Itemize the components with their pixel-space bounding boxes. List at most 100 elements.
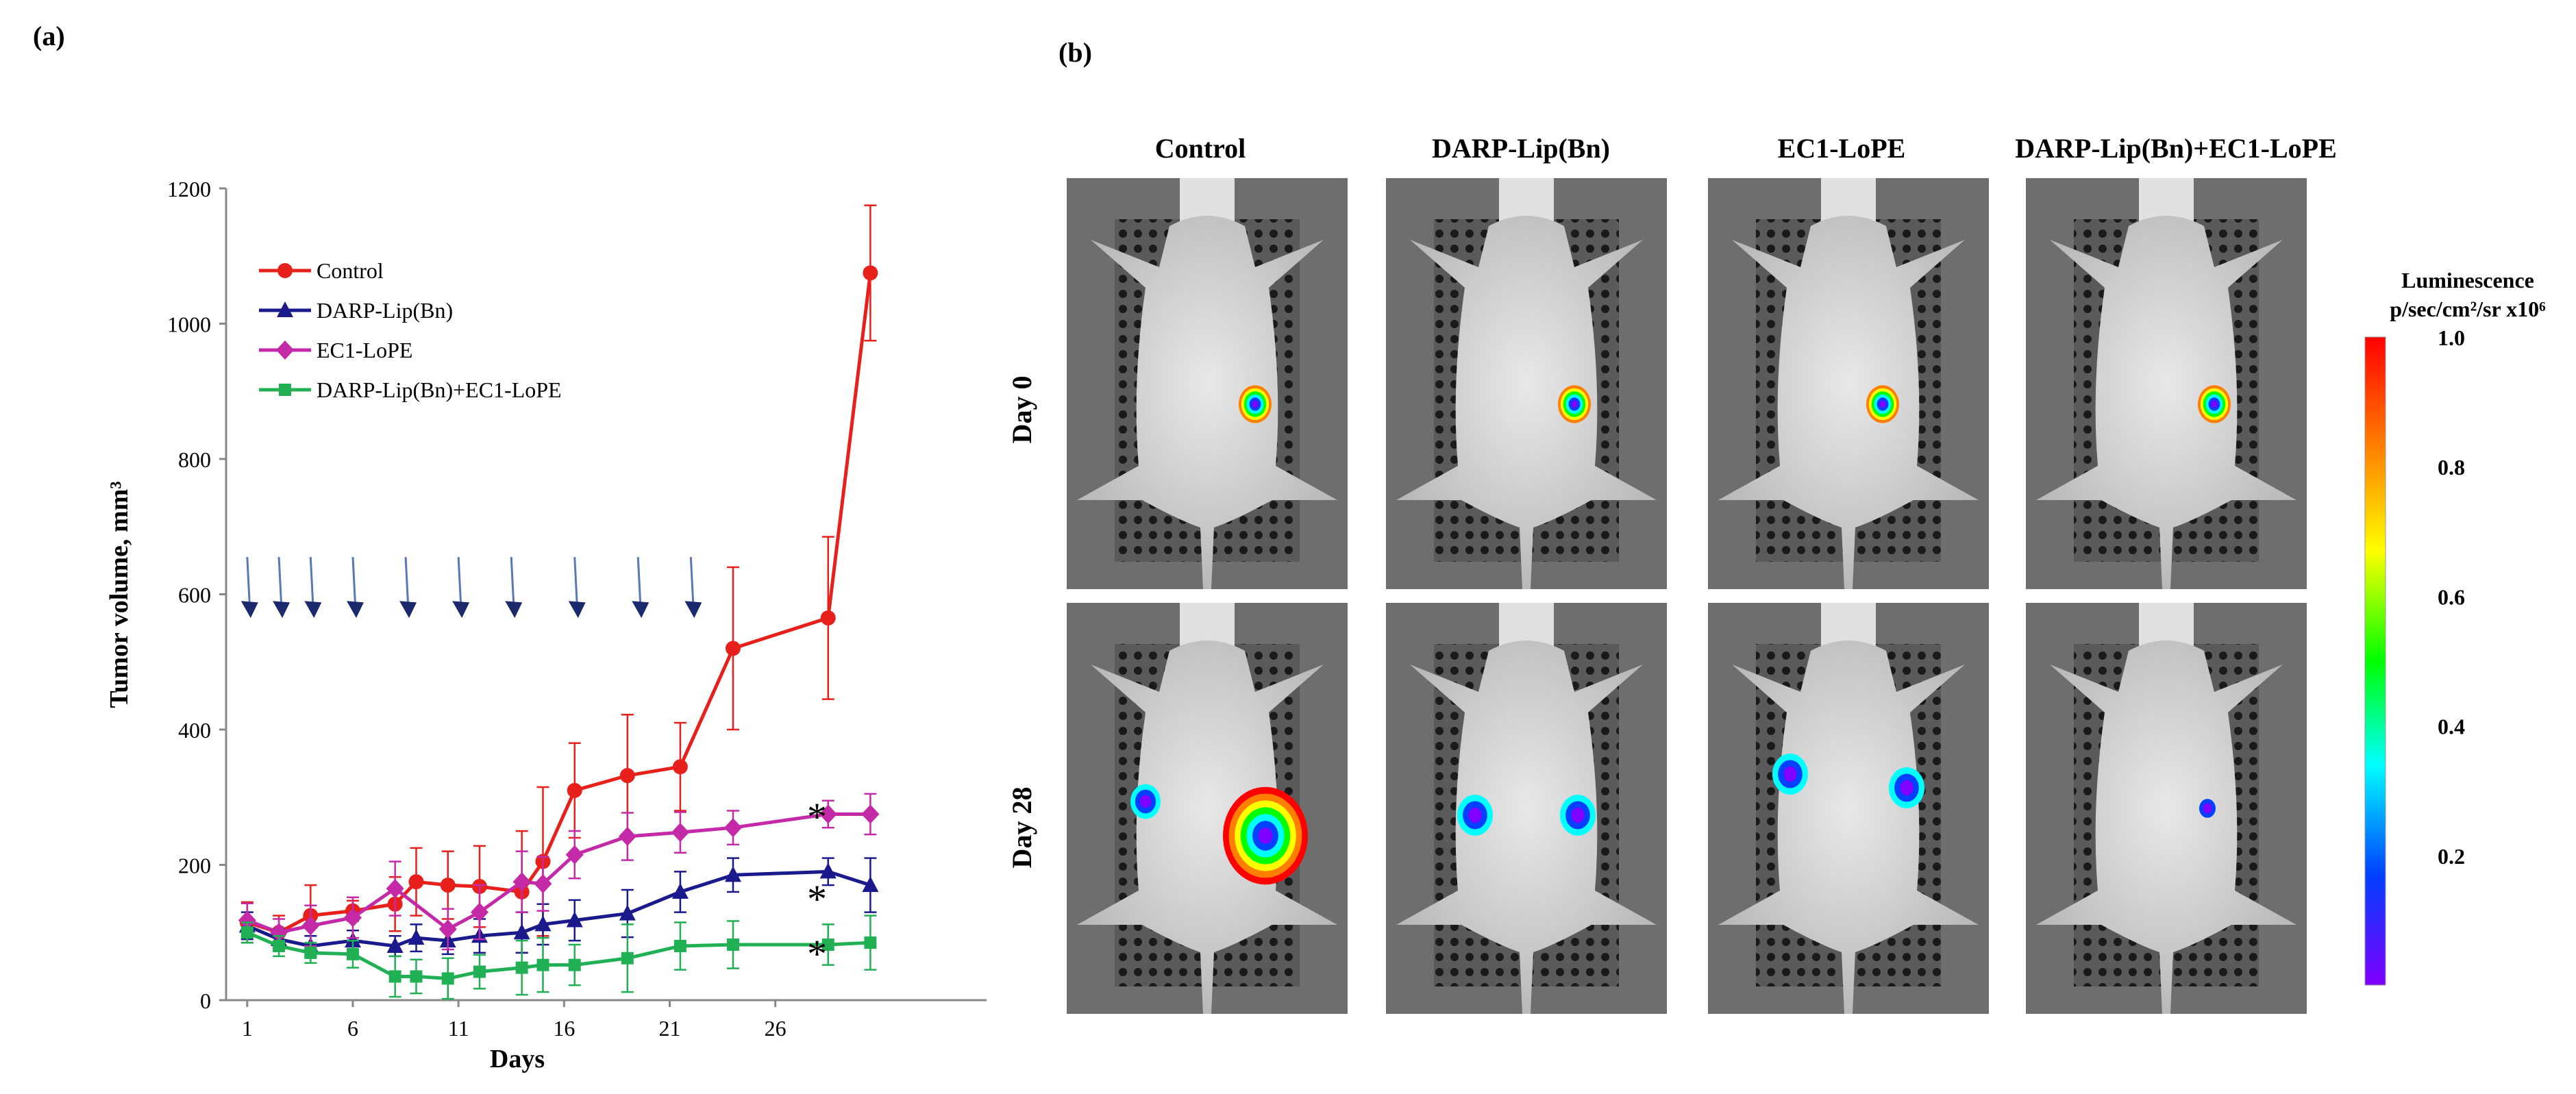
treatment-arrow [273,557,290,619]
luminescence-signal [2198,385,2231,423]
data-point [821,938,834,952]
imaging-cell-1-1 [1386,603,1667,1014]
data-point [277,301,293,317]
luminescence-signal [1558,385,1591,423]
data-point [819,804,837,824]
y-tick-label: 200 [178,854,211,878]
data-point [473,965,486,978]
data-point [724,818,742,838]
luminescence-signal [1866,385,1899,423]
y-ticks: 0 200 400 600 800 1000 1200 [167,177,226,1013]
treatment-arrow [347,557,364,619]
data-point [438,919,457,939]
data-point [566,911,583,928]
series-darp-lip-bn-ec1-lope [240,915,877,1000]
y-tick-label: 800 [178,447,211,472]
data-point [279,384,291,396]
colorbar-tick-label: 0.8 [2438,455,2465,480]
data-point [863,265,878,281]
data-point [673,940,686,952]
data-point [408,874,424,890]
data-point [862,876,879,893]
legend-item: Control [259,258,384,283]
data-point [671,823,689,843]
colorbar-tick-label: 0.4 [2438,714,2465,739]
colorbar-gradient [2364,336,2386,986]
data-point [565,845,584,865]
mouse-image [1077,178,1337,589]
imaging-grid [1067,178,2307,1014]
luminescence-signal [1239,385,1272,423]
data-point [619,768,635,784]
data-point [515,961,528,974]
luminescence-signal [1457,795,1493,836]
series-darp-lip-bn [238,857,879,958]
data-point [568,958,581,971]
treatment-arrow [240,557,258,619]
data-point [726,641,741,656]
imaging-cell-0-2 [1708,178,1989,589]
treatment-arrow [505,557,523,619]
luminescence-signal [1223,786,1308,885]
legend-label: DARP-Lip(Bn) [317,298,453,323]
data-point [386,879,404,899]
data-point [864,936,877,949]
row-headers: Day 0 Day 28 [1006,376,1037,869]
colorbar-tick-label: 0.6 [2438,584,2465,609]
data-point [408,929,425,945]
x-tick-label: 6 [347,1016,358,1041]
luminescence-signal [1130,784,1161,819]
data-point [534,874,552,894]
data-point [512,872,531,892]
treatment-arrow [304,557,322,619]
data-point [386,937,404,953]
data-point [410,970,423,983]
series-line [246,869,871,948]
treatment-arrow [684,557,702,619]
column-header-control: Control [1155,133,1246,164]
mouse-image [1718,178,1979,589]
x-axis-label: Days [490,1045,545,1073]
data-point [567,782,582,798]
series-ec1-lope [238,793,880,951]
row-header-day28: Day 28 [1006,787,1037,869]
imaging-cell-1-0 [1067,603,1348,1014]
legend-label: EC1-LoPE [317,338,412,362]
data-point [301,916,320,936]
mouse-image [1077,603,1337,1014]
legend-label: DARP-Lip(Bn)+EC1-LoPE [317,377,562,402]
data-point [277,263,293,278]
treatment-arrow [568,557,586,619]
data-point [619,904,636,921]
data-point [471,902,488,922]
data-point [820,610,836,626]
data-point [238,910,256,930]
x-tick-label: 11 [448,1016,469,1041]
legend: Control DARP-Lip(Bn) EC1-LoPE DARP-Lip(Bn)+… [259,258,562,402]
significance-asterisk-combo: * [807,932,827,976]
treatment-arrow [632,557,649,619]
y-tick-label: 600 [178,583,211,608]
mouse-image [1718,603,1979,1014]
mouse-image [2036,178,2296,589]
significance-annotations: * * * [807,795,827,976]
legend-item: DARP-Lip(Bn) [259,298,453,323]
mouse-image [1396,178,1657,589]
data-point [270,923,288,943]
luminescence-signal [2199,799,2216,818]
significance-asterisk-ec1: * [807,795,827,839]
data-point [672,759,688,775]
x-tick-label: 26 [765,1016,787,1041]
mouse-image [1396,603,1657,1014]
imaging-cell-1-2 [1708,603,1989,1014]
data-point [273,940,286,952]
panel-b-label: (b) [1058,37,1092,68]
y-tick-label: 400 [178,718,211,743]
colorbar-units: p/sec/cm²/sr x10⁶ [2390,297,2545,321]
data-point [304,946,317,959]
data-point [347,947,359,960]
data-point [513,923,530,940]
luminescence-signal [1560,795,1596,836]
row-header-day0: Day 0 [1006,376,1037,444]
legend-item: EC1-LoPE [259,338,412,362]
